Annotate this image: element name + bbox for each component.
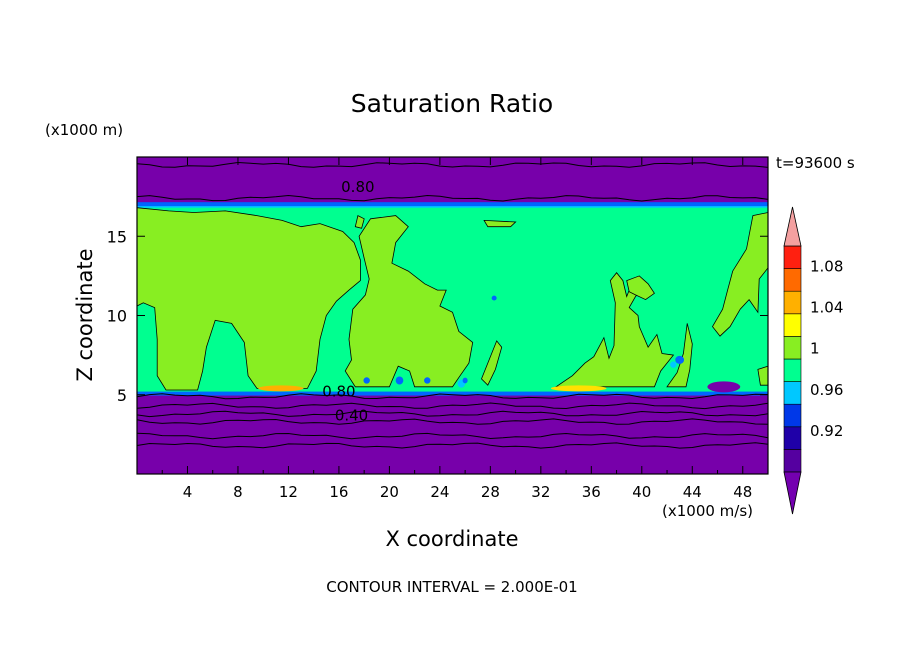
colorbar-segment [783,358,802,382]
contour-label: 0.40 [335,406,368,424]
x-unit-label: (x1000 m/s) [662,502,753,520]
chart-title: Saturation Ratio [351,89,553,118]
blue-spot-1 [462,377,468,384]
contour-field [137,157,768,474]
isoline [137,442,768,449]
x-tick-label: 4 [183,483,193,501]
isoline [137,432,768,440]
colorbar-segment [783,290,802,315]
colorbar-segment [783,426,802,450]
isoline [137,410,768,418]
x-axis-label: X coordinate [385,527,518,551]
isoline [137,402,768,410]
y-tick-label: 10 [107,307,127,326]
colorbar-over-arrow [783,206,802,247]
supersat-central [344,215,474,388]
x-tick-label: 12 [279,483,298,501]
colorbar-segment [783,313,802,337]
x-tick-label: 40 [632,483,651,501]
isoline [137,418,768,425]
contour-label: 0.80 [341,178,374,196]
colorbar-tick-label: 1.04 [810,299,843,317]
blue-spot-6 [363,377,370,384]
colorbar-tick-label: 1.08 [810,258,843,276]
blue-spot-4 [395,376,404,385]
supersat-east-cloud [626,275,655,301]
x-tick-label: 8 [233,483,243,501]
time-label: t=93600 s [776,154,855,172]
colorbar-segment [783,403,802,428]
isoline [137,194,768,202]
y-tick-label: 15 [107,227,127,246]
colorbar-under-arrow [783,471,802,515]
contour-labels: 0.80 0.80 0.40 [322,178,374,424]
x-tick-label: 48 [733,483,752,501]
colorbar: 0.92 0.96 1 1.04 1.08 [783,206,843,515]
supersat-max-east [550,385,607,392]
supersat-right-edge [712,212,768,337]
supersat-west [137,207,361,391]
colorbar-segment [783,449,802,473]
blue-spot-5 [424,377,431,384]
supersat-blob-a [354,215,365,229]
isoline [137,161,768,168]
x-tick-label: 16 [329,483,348,501]
cyan-spot-2 [670,361,677,368]
x-tick-label: 36 [582,483,601,501]
x-tick-label: 20 [380,483,399,501]
y-axis-ticks: 5 10 15 [107,227,768,405]
supersat-max-west [258,385,304,392]
violet-spot-1 [707,381,741,393]
lower-saturation-band [137,390,768,396]
colorbar-segment [783,336,802,360]
supersat-plume-27 [481,340,503,386]
colorbar-segment [783,381,802,405]
colorbar-segment [783,245,802,269]
colorbar-tick-label: 1 [810,340,820,358]
x-tick-label: 44 [683,483,702,501]
contour-label: 0.80 [322,383,355,401]
x-axis-ticks: 4 8 12 16 20 24 28 32 36 40 44 48 [161,157,752,501]
colorbar-tick-label: 0.96 [810,381,843,399]
y-axis-label: Z coordinate [73,248,97,381]
blue-spot-2 [491,295,497,301]
y-tick-label: 5 [117,386,127,405]
contour-interval-footer: CONTOUR INTERVAL = 2.000E-01 [326,578,577,596]
x-tick-label: 24 [430,483,449,501]
supersat-right-small [757,365,768,386]
x-tick-label: 32 [531,483,550,501]
contour-lines [137,161,768,449]
blue-spot-3 [675,355,685,364]
supersat-east-tower [666,323,693,388]
colorbar-tick-label: 0.92 [810,422,843,440]
isoline [137,393,768,400]
y-unit-label: (x1000 m) [45,121,123,139]
colorbar-segment [783,268,802,292]
x-tick-label: 28 [481,483,500,501]
supersat-blob-b [483,219,517,228]
